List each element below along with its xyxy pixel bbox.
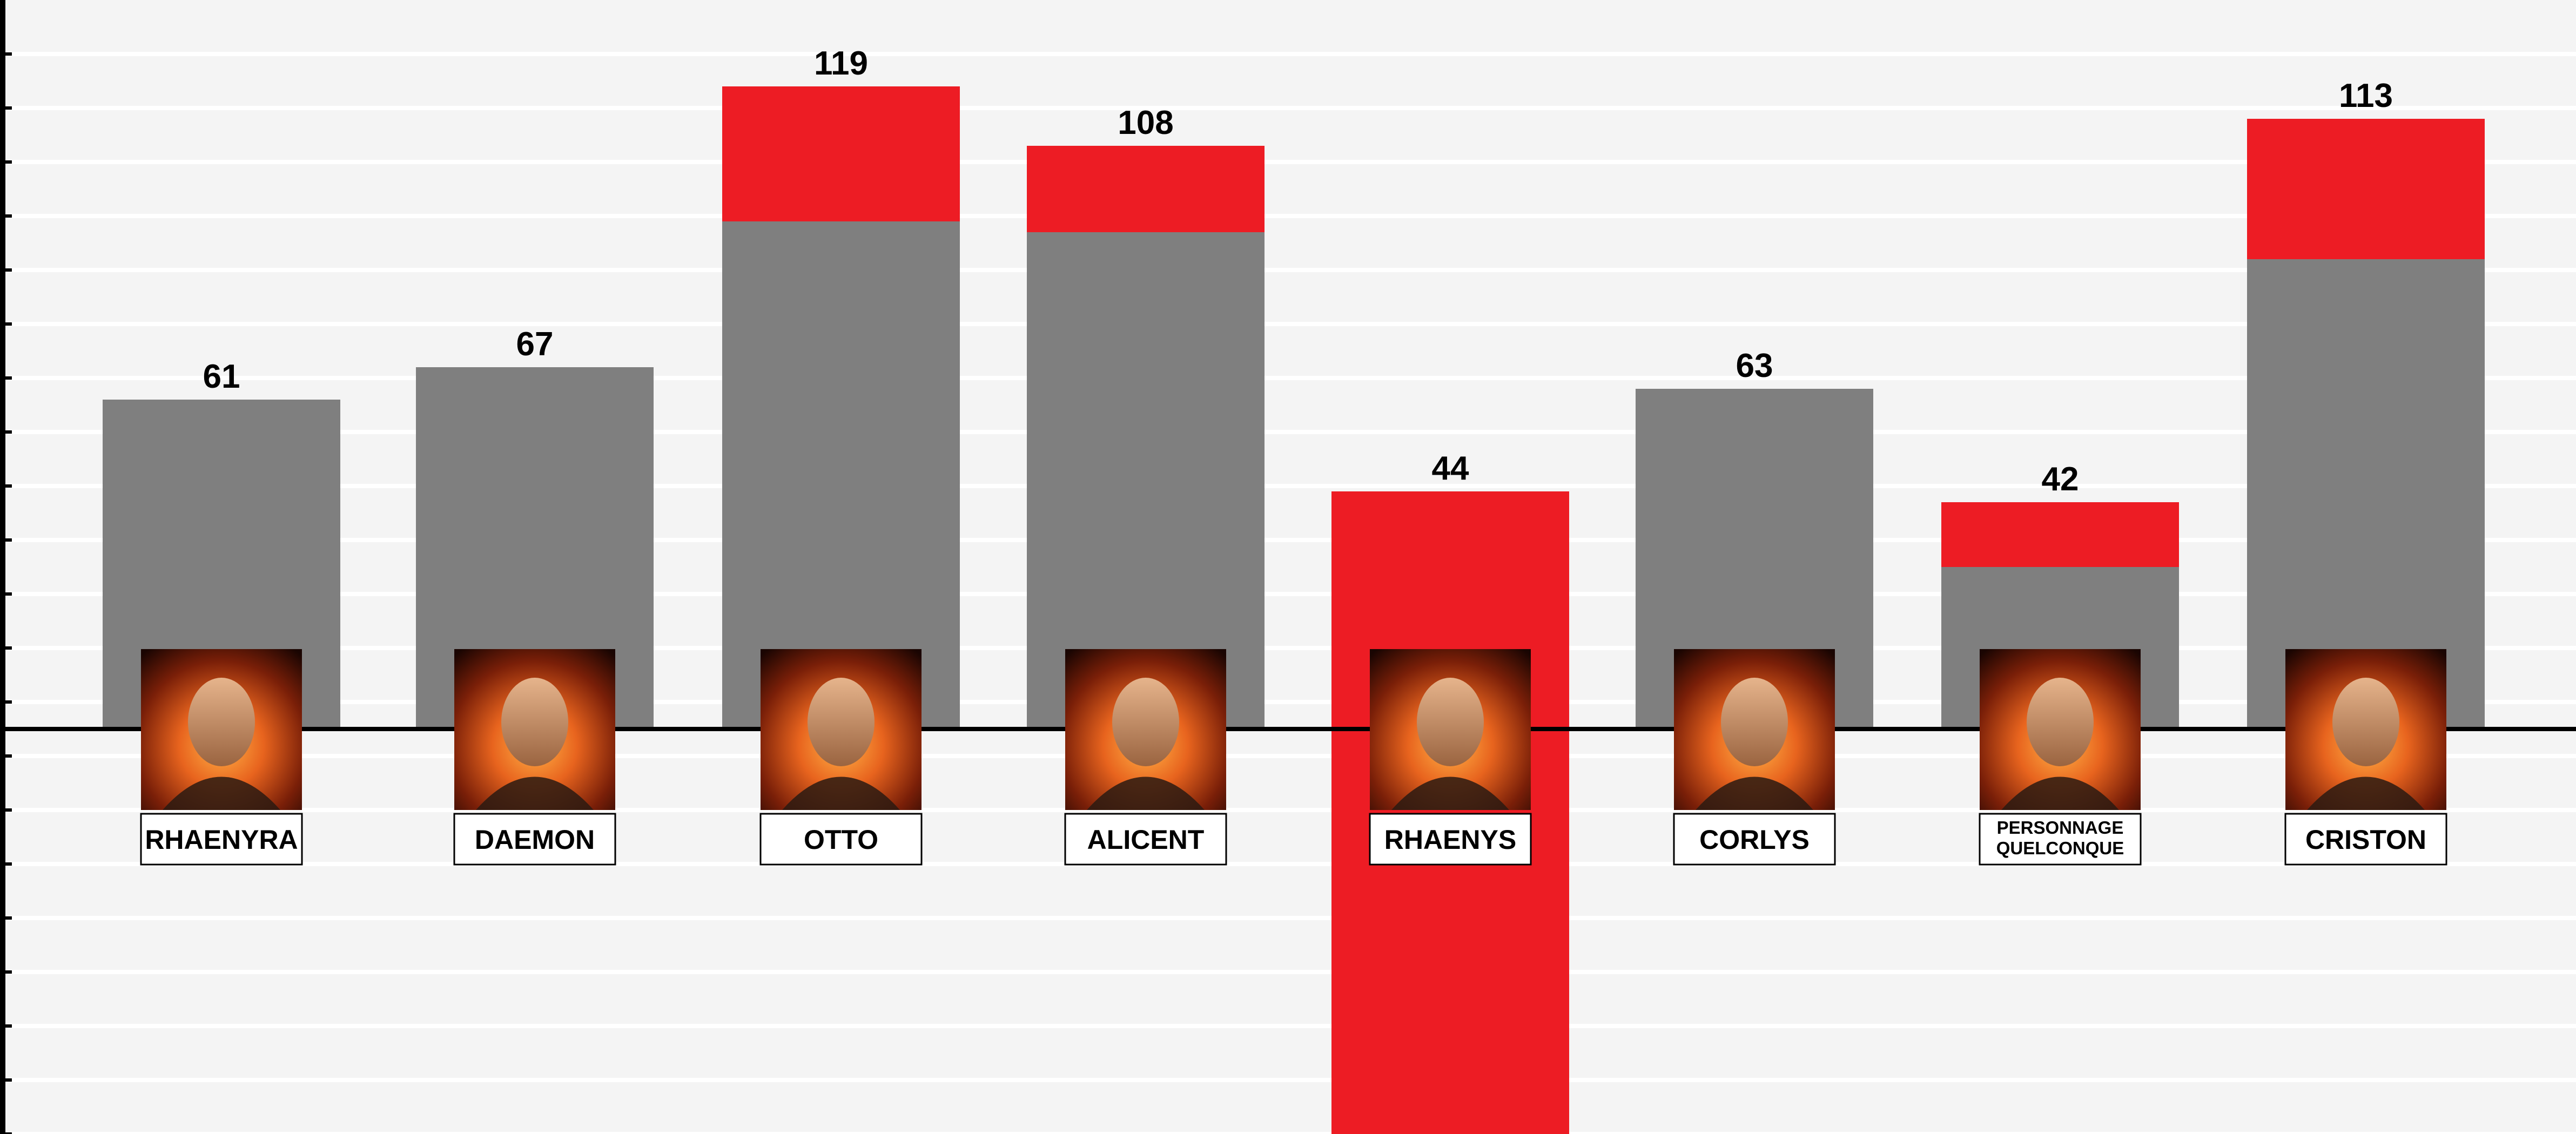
category-label-text: ALICENT — [1087, 825, 1205, 855]
category-label-text: DAEMON — [475, 825, 595, 855]
bar-red — [1331, 491, 1569, 1134]
category-label-text: RHAENYRA — [145, 825, 298, 855]
category-label-box — [2284, 813, 2447, 866]
portrait-shoulders — [2001, 777, 2119, 810]
bars — [103, 86, 2485, 1134]
data-label: 63 — [1736, 347, 1773, 384]
portrait-shoulders — [1696, 777, 1813, 810]
portrait-face — [808, 678, 875, 766]
portrait-face — [1417, 678, 1484, 766]
portrait-image — [141, 649, 302, 810]
category-label-text: CRISTON — [2305, 825, 2426, 855]
portrait-shoulders — [476, 777, 594, 810]
category-label: ALICENT — [1064, 813, 1227, 866]
portrait-face — [188, 678, 255, 766]
data-label: 61 — [203, 358, 240, 395]
category-label-text: CORLYS — [1699, 825, 1810, 855]
portrait-image — [2285, 649, 2446, 810]
portrait-face — [2332, 678, 2399, 766]
data-label: 119 — [814, 45, 868, 82]
portrait-image — [454, 649, 615, 810]
bar-grey — [1027, 232, 1265, 729]
bar-grey — [722, 221, 960, 729]
category-label-text: QUELCONQUE — [1996, 838, 2124, 858]
category-label: RHAENYS — [1369, 813, 1532, 866]
bar-red — [1941, 502, 2179, 567]
portrait-shoulders — [2307, 777, 2425, 810]
portrait-image — [1065, 649, 1226, 810]
portrait-shoulders — [1087, 777, 1205, 810]
category-label-text: OTTO — [804, 825, 878, 855]
bar-red — [2247, 119, 2485, 259]
portrait-face — [501, 678, 568, 766]
category-labels: RHAENYRA DAEMON OTTO ALICENT RHAENYS CORLYS PE… — [140, 813, 2447, 866]
portrait-image — [1674, 649, 1835, 810]
category-label: DAEMON — [453, 813, 616, 866]
category-label-box — [1673, 813, 1836, 866]
value-labels: 61 67 119 108 44 63 42 113 — [203, 45, 2393, 498]
category-label-box — [1979, 813, 2142, 866]
category-label: RHAENYRA — [140, 813, 303, 866]
bar-red — [722, 86, 960, 221]
portrait-shoulders — [782, 777, 900, 810]
category-label-box — [1064, 813, 1227, 866]
category-label-box — [759, 813, 923, 866]
portrait-face — [1721, 678, 1788, 766]
portrait-shoulders — [163, 777, 280, 810]
portrait-image — [761, 649, 922, 810]
portrait-image — [1370, 649, 1531, 810]
portrait-image — [1980, 649, 2141, 810]
category-label-text: RHAENYS — [1384, 825, 1516, 855]
category-label-text: PERSONNAGE — [1997, 818, 2124, 838]
portrait-shoulders — [1391, 777, 1509, 810]
portrait-face — [2027, 678, 2094, 766]
category-label: OTTO — [759, 813, 923, 866]
data-label: 113 — [2339, 77, 2393, 114]
category-label-box — [453, 813, 616, 866]
portrait-face — [1112, 678, 1179, 766]
category-label: CORLYS — [1673, 813, 1836, 866]
data-label: 44 — [1432, 450, 1469, 487]
category-label-box — [1369, 813, 1532, 866]
data-label: 108 — [1118, 104, 1173, 141]
gridlines — [11, 52, 2576, 1134]
portraits — [141, 649, 2446, 810]
data-label: 42 — [2042, 461, 2079, 498]
category-label: CRISTON — [2284, 813, 2447, 866]
data-label: 67 — [516, 326, 554, 363]
bar-red — [1027, 146, 1265, 232]
category-label-box — [140, 813, 303, 866]
